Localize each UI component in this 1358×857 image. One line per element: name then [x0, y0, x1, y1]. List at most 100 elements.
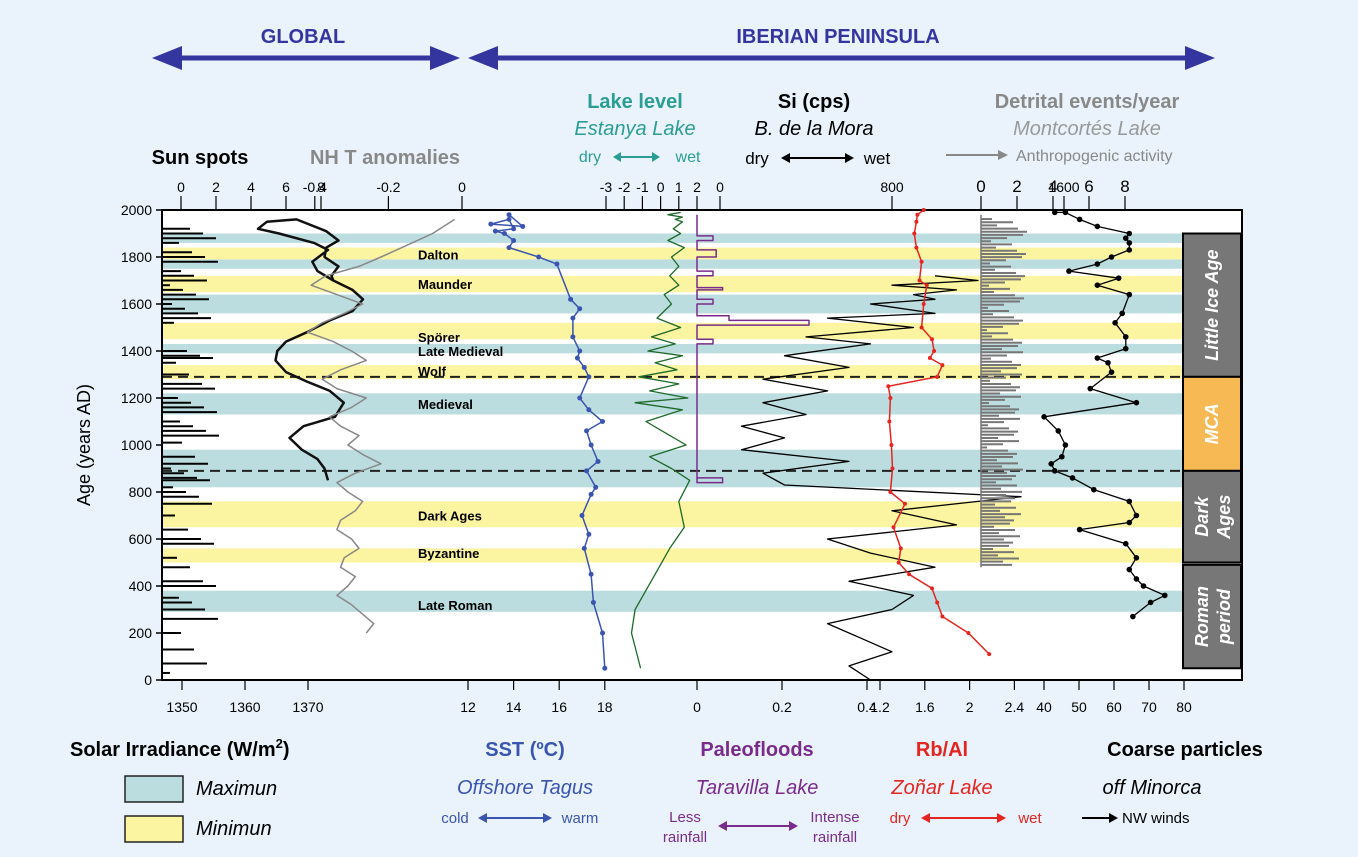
- global-label: GLOBAL: [261, 26, 345, 48]
- sst-point: [600, 630, 606, 636]
- nw-winds-label: NW winds: [1122, 810, 1190, 827]
- band-layer: [162, 210, 1242, 680]
- rb-al-point: [935, 374, 940, 379]
- coarse-point: [1115, 275, 1122, 281]
- coarse-bottom-tick-label-2: 60: [1106, 699, 1122, 715]
- irr-bottom-tick-label-0: 1350: [166, 699, 197, 715]
- y-tick-label-5: 1000: [121, 437, 152, 453]
- y-tick-label-6: 1200: [121, 390, 152, 406]
- paleo-less: Less: [669, 809, 701, 826]
- sst-point: [586, 374, 592, 380]
- nhtemp-top-tick-label-2: 0: [458, 179, 466, 195]
- y-axis-label: Age (years AD): [74, 384, 94, 506]
- coarse-point: [1055, 428, 1062, 434]
- anthropogenic-label: Anthropogenic activity: [1016, 148, 1173, 165]
- sst-point: [584, 468, 590, 474]
- coarse-point: [1076, 216, 1083, 223]
- rb-al-point: [919, 259, 924, 264]
- coarse-point: [1122, 334, 1129, 340]
- coarse-point: [1062, 442, 1069, 448]
- coarse-point: [1162, 592, 1168, 599]
- sst-point: [590, 599, 596, 605]
- event-label-6: Dark Ages: [418, 509, 482, 524]
- paleo-intense-rainfall: rainfall: [813, 829, 857, 846]
- y-tick-label-8: 1600: [121, 296, 152, 312]
- rbal-dry: dry: [890, 810, 911, 827]
- period-box-0: [1182, 232, 1242, 378]
- global-arrow-head-left: [152, 46, 182, 70]
- sst-bottom-tick-label-2: 16: [551, 699, 567, 715]
- y-tick-label-3: 600: [129, 531, 153, 547]
- sst-point: [570, 334, 576, 340]
- rb-al-point: [890, 466, 895, 471]
- coarse-point: [1122, 235, 1129, 241]
- coarse-point: [1140, 583, 1147, 589]
- sst-bottom-tick-label-0: 12: [460, 699, 476, 715]
- band-maximum-4: [162, 393, 1182, 415]
- lakelevel-top-tick-label-0: -3: [600, 179, 613, 195]
- sst-point: [581, 364, 587, 370]
- band-minimum-11: [162, 247, 1182, 260]
- legend-swatch-0: [124, 775, 184, 803]
- rb-al-point: [888, 490, 893, 494]
- coarse-point: [1076, 526, 1083, 533]
- coarse-bottom-tick-label-4: 80: [1176, 699, 1192, 715]
- coarse-point: [1133, 555, 1140, 561]
- coarse-point: [1108, 369, 1115, 375]
- coarse-point: [1133, 512, 1140, 519]
- irr-bottom-tick-label-2: 1370: [292, 699, 323, 715]
- coarse-point: [1105, 359, 1111, 366]
- event-label-0: Dalton: [418, 248, 459, 263]
- coarse-point: [1051, 468, 1058, 474]
- rb-al-point: [966, 631, 971, 635]
- sst-point: [586, 407, 592, 413]
- iberian-arrow-head-right: [1185, 46, 1215, 70]
- sst-point: [511, 238, 517, 244]
- detrital-top-tick-label-1: 2: [1012, 177, 1021, 196]
- rbal-wet: wet: [1017, 810, 1042, 827]
- paleo-title: Paleofloods: [700, 739, 813, 761]
- rbal-bottom-tick-label-0: 1.2: [870, 699, 890, 715]
- series-layer: [162, 208, 1168, 681]
- rb-al-point: [927, 356, 932, 361]
- sst-title: SST (ºC): [485, 739, 565, 761]
- rb-al-point: [917, 278, 922, 283]
- period-label-0: Little Ice Age: [1202, 249, 1222, 360]
- coarse-title: Coarse particles: [1107, 739, 1263, 761]
- detrital-top-tick-label-2: 4: [1048, 177, 1057, 196]
- sunspots-top-tick-label-0: 0: [177, 179, 185, 195]
- legend-swatch-1: [124, 815, 184, 843]
- coarse-point: [1126, 566, 1133, 573]
- coarse-bottom-tick-label-1: 50: [1071, 699, 1087, 715]
- coarse-point: [1108, 254, 1115, 260]
- detrital-top-tick-label-0: 0: [976, 177, 985, 196]
- sunspots-title: Sun spots: [152, 147, 249, 169]
- rb-al-point: [888, 396, 893, 400]
- sst-point: [536, 254, 542, 260]
- coarse-point: [1041, 414, 1047, 420]
- paleo-less-rainfall: rainfall: [663, 829, 707, 846]
- sst-cold: cold: [441, 810, 469, 827]
- sunspots-line: [256, 218, 365, 481]
- sst-point: [492, 228, 498, 234]
- event-label-5: Medieval: [418, 397, 473, 412]
- nhtemp-top-tick-label-0: -0.4: [303, 179, 327, 195]
- coarse-point: [1126, 519, 1133, 526]
- coarse-point: [1048, 461, 1054, 467]
- coarse-point: [1126, 498, 1133, 505]
- coarse-point: [1087, 385, 1094, 392]
- rb-al-point: [924, 283, 929, 288]
- sst-point: [488, 221, 494, 227]
- sst-point: [554, 261, 560, 267]
- rb-al-point: [930, 337, 934, 342]
- event-label-1: Maunder: [418, 277, 472, 292]
- sst-bottom-tick-label-1: 14: [506, 699, 522, 715]
- band-minimum-1: [162, 548, 1182, 563]
- rbal-arrow-left: [921, 813, 930, 823]
- detrital-subtitle: Montcortés Lake: [1013, 118, 1161, 140]
- paleo-arrow-right: [789, 821, 798, 831]
- sst-point: [595, 458, 601, 464]
- sst-point: [577, 306, 583, 312]
- sst-point: [584, 428, 590, 434]
